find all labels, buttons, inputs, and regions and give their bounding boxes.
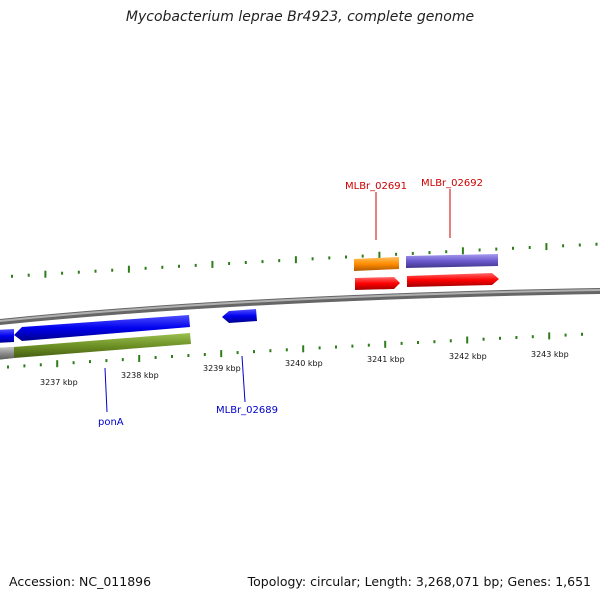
scale-label-3239: 3239 kbp: [203, 364, 241, 373]
genome-backbone-highlight: [0, 289, 600, 322]
lower-tick-row: [7, 332, 583, 369]
scale-label-3240: 3240 kbp: [285, 359, 323, 368]
gene-label-MLBr_02692[interactable]: MLBr_02692: [421, 178, 483, 189]
accession-text: Accession: NC_011896: [9, 574, 152, 589]
gene-arrow-MLBr_02689[interactable]: [222, 309, 257, 323]
gene-label-ponA[interactable]: ponA: [98, 417, 124, 428]
scale-label-3237: 3237 kbp: [40, 378, 78, 387]
cds-bar-MLBr_02692[interactable]: [406, 254, 498, 268]
genome-summary-text: Topology: circular; Length: 3,268,071 bp…: [247, 574, 591, 589]
gene-arrow-ponA[interactable]: [14, 315, 190, 341]
leader-line-MLBr_02689: [241, 355, 246, 403]
gene-arrow-left-edge[interactable]: [0, 329, 14, 343]
upper-tick-row: [11, 242, 598, 278]
leader-line-ponA: [104, 367, 108, 413]
gene-arrow-MLBr_02692[interactable]: [407, 273, 499, 287]
cds-bar-ponA[interactable]: [0, 333, 191, 360]
map-title: Mycobacterium leprae Br4923, complete ge…: [125, 9, 475, 25]
cds-bar-left-edge[interactable]: [0, 347, 14, 360]
gene-arrow-MLBr_02691[interactable]: [355, 277, 400, 290]
cds-bar-MLBr_02691[interactable]: [354, 257, 399, 271]
scale-label-3241: 3241 kbp: [367, 355, 405, 364]
scale-label-3243: 3243 kbp: [531, 350, 569, 359]
gene-label-MLBr_02691[interactable]: MLBr_02691: [345, 181, 407, 192]
genome-backbone: [0, 288, 600, 325]
scale-label-3238: 3238 kbp: [121, 371, 159, 380]
gene-label-MLBr_02689[interactable]: MLBr_02689: [216, 405, 278, 416]
scale-label-3242: 3242 kbp: [449, 352, 487, 361]
